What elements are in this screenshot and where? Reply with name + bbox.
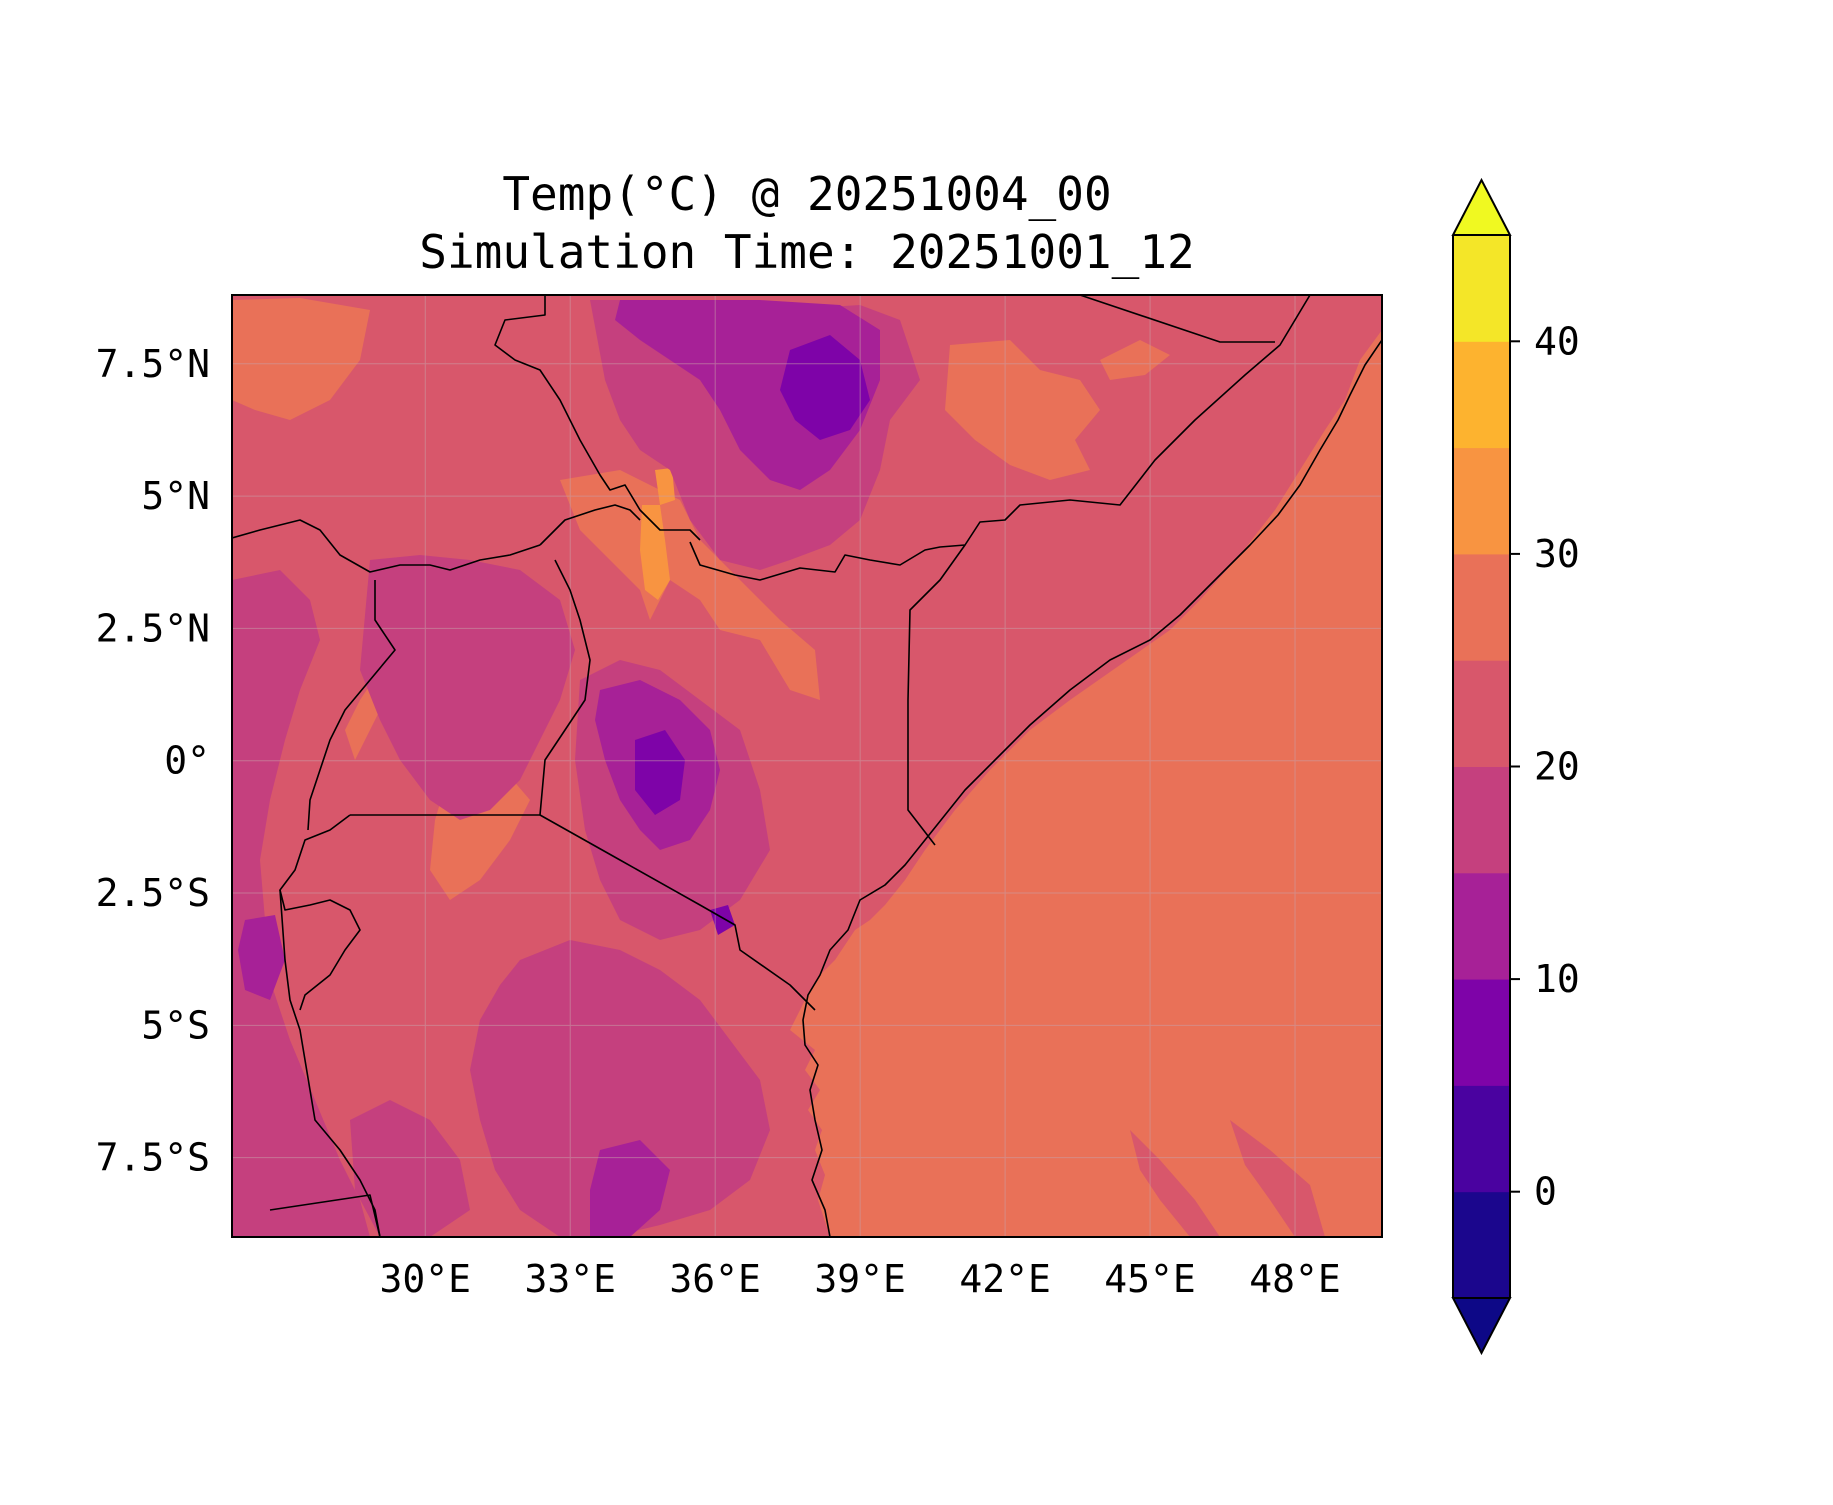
colorbar-segment xyxy=(1453,235,1510,342)
x-tick-label: 30°E xyxy=(380,1257,472,1301)
colorbar-segment xyxy=(1453,1191,1510,1299)
x-tick-label: 39°E xyxy=(814,1257,906,1301)
colorbar: 0 10 20 30 40 xyxy=(1451,177,1580,1356)
colorbar-segment xyxy=(1453,341,1510,449)
uganda-drc-border xyxy=(307,580,396,831)
y-tick-label: 0° xyxy=(164,739,210,783)
x-tick-label: 36°E xyxy=(669,1257,761,1301)
y-tick-label: 2.5°N xyxy=(96,606,210,650)
cold-core-tanzania-south xyxy=(590,1140,670,1237)
colorbar-segment xyxy=(1453,553,1510,661)
south-sudan-border xyxy=(494,295,701,541)
x-tick-label: 33°E xyxy=(524,1257,616,1301)
cold-core-west xyxy=(238,915,285,1000)
y-tick-label: 5°N xyxy=(141,474,210,518)
y-tick-label: 2.5°S xyxy=(96,871,210,915)
kenya-tanzania-border xyxy=(539,814,816,1011)
y-tick-label: 7.5°N xyxy=(96,342,210,386)
colorbar-segment xyxy=(1453,979,1510,1086)
country-borders xyxy=(232,295,1382,1237)
chart-title-line2: Simulation Time: 20251001_12 xyxy=(419,225,1194,279)
ocean-cool-streak-1 xyxy=(1130,1130,1220,1237)
chart-title-line1: Temp(°C) @ 20251004_00 xyxy=(502,167,1111,221)
y-tick-label: 7.5°S xyxy=(96,1136,210,1180)
colorbar-tick-label: 20 xyxy=(1534,745,1580,789)
coldest-core-ethiopia xyxy=(780,335,870,440)
colorbar-tick-label: 10 xyxy=(1534,957,1580,1001)
uganda-north-border xyxy=(232,519,541,573)
uganda-kenya-border xyxy=(539,559,591,816)
colorbar-segment xyxy=(1453,447,1510,555)
colorbar-tick-label: 0 xyxy=(1534,1170,1557,1214)
coldest-core-kilimanjaro xyxy=(710,905,735,935)
map-gridlines xyxy=(232,295,1382,1237)
y-tick-label: 5°S xyxy=(141,1003,210,1047)
rwanda-burundi-border xyxy=(279,814,361,1011)
cool-region-west-rift xyxy=(232,570,370,1237)
ocean-cool-streak-2 xyxy=(1230,1120,1325,1237)
x-tick-label: 42°E xyxy=(959,1257,1051,1301)
cool-region-uganda xyxy=(360,555,575,820)
warm-patch-ethiopia-east xyxy=(945,340,1100,480)
zambia-tanzania-border xyxy=(269,1194,381,1237)
colorbar-extend-under xyxy=(1451,1297,1512,1356)
colorbar-segment xyxy=(1453,660,1510,767)
x-axis-ticks: 30°E 33°E 36°E 39°E 42°E 45°E 48°E xyxy=(380,1257,1341,1301)
y-axis-ticks: 7.5°N 5°N 2.5°N 0° 2.5°S 5°S 7.5°S xyxy=(96,342,210,1180)
map-frame xyxy=(231,294,1383,1238)
x-tick-label: 48°E xyxy=(1249,1257,1341,1301)
cool-region-west-east xyxy=(350,1100,470,1237)
warm-patch-turkana xyxy=(560,470,820,700)
colorbar-tick-label: 40 xyxy=(1534,319,1580,363)
coldest-core-kenya xyxy=(635,730,685,815)
colorbar-tick-label: 30 xyxy=(1534,532,1580,576)
coastline xyxy=(802,339,1382,1237)
warm-patch-nw xyxy=(232,298,370,420)
colorbar-segment xyxy=(1453,872,1510,980)
warm-patch-somali-north xyxy=(1100,340,1170,380)
x-tick-label: 45°E xyxy=(1104,1257,1196,1301)
ethiopia-somaliland-border xyxy=(1079,295,1275,343)
colorbar-extend-over xyxy=(1451,177,1512,236)
somalia-ethiopia-border xyxy=(689,295,1311,581)
temperature-map xyxy=(232,295,1382,1237)
kenya-somalia-border xyxy=(907,544,966,846)
cool-region-tanzania xyxy=(470,940,770,1237)
colorbar-segment xyxy=(1453,766,1510,874)
lake-tanganyika-shore xyxy=(279,889,381,1237)
indian-ocean-region xyxy=(790,330,1382,1237)
kenya-north-border xyxy=(539,504,641,546)
colorbar-segment xyxy=(1453,1085,1510,1193)
hot-spot-lake-turkana xyxy=(640,505,670,600)
